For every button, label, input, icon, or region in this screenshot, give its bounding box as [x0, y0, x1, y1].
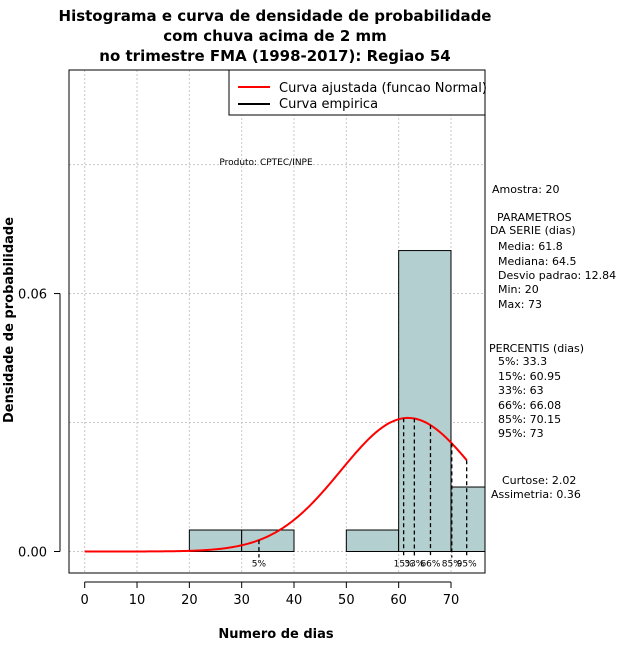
legend-label-fitted: Curva ajustada (funcao Normal) [279, 81, 487, 96]
percentile-label-15: 15% [394, 560, 414, 570]
legend-box [228, 69, 486, 116]
histogram-bar [188, 529, 243, 553]
stat-p66: 66%: 66.08 [498, 399, 562, 412]
x-tick-label: 10 [129, 593, 146, 608]
x-tick-label: 0 [81, 593, 89, 608]
stat-kurtosis: Curtose: 2.02 [502, 474, 577, 487]
stat-skewness: Assimetria: 0.36 [491, 488, 581, 501]
stat-min: Min: 20 [498, 283, 539, 296]
x-tick-label: 50 [338, 593, 355, 608]
stat-p15: 15%: 60.95 [498, 370, 562, 383]
stat-params-title-2: DA SERIE (dias) [490, 224, 576, 237]
x-tick-label: 40 [286, 593, 303, 608]
title-line-2: com chuva acima de 2 mm [163, 27, 387, 45]
chart-title: Histograma e curva de densidade de proba… [59, 7, 492, 65]
x-tick-label: 60 [390, 593, 407, 608]
stat-mean: Media: 61.8 [498, 240, 563, 253]
stat-p5: 5%: 33.3 [498, 355, 548, 368]
y-axis-title: Densidade de probabilidade [2, 217, 17, 423]
stat-max: Max: 73 [498, 298, 542, 311]
percentile-label-95: 95% [457, 560, 477, 570]
y-tick-label: 0.06 [18, 288, 47, 303]
title-line-1: Histograma e curva de densidade de proba… [59, 7, 492, 25]
x-tick-label: 70 [443, 593, 460, 608]
histogram-bar [398, 250, 452, 553]
stat-sample: Amostra: 20 [492, 183, 560, 196]
histogram-bar [450, 486, 486, 553]
stat-p95: 95%: 73 [498, 427, 544, 440]
percentile-lines: 5% 15%33%66% 85%95% [252, 418, 477, 570]
percentile-label-5: 5% [252, 560, 267, 570]
legend-label-empirical: Curva empirica [279, 97, 378, 112]
histogram-bar [241, 529, 295, 553]
x-axis-title: Numero de dias [218, 627, 334, 642]
y-tick-label: 0.00 [18, 546, 47, 561]
stat-median: Mediana: 64.5 [498, 255, 577, 268]
stat-params-title-1: PARAMETROS [497, 211, 572, 224]
product-note: Produto: CPTEC/INPE [219, 158, 313, 168]
title-line-3: no trimestre FMA (1998-2017): Regiao 54 [99, 47, 450, 65]
y-axis: 0.00 0.06 [18, 288, 61, 561]
legend: Curva ajustada (funcao Normal) Curva emp… [228, 69, 487, 116]
stat-p33: 33%: 63 [498, 384, 544, 397]
histogram-bars [188, 250, 486, 553]
percentile-label-66: 66% [420, 560, 440, 570]
stat-sd: Desvio padrao: 12.84 [498, 269, 617, 282]
stat-p85: 85%: 70.15 [498, 413, 562, 426]
x-axis: 0 10 20 30 40 50 60 70 [81, 581, 460, 608]
histogram-bar [345, 529, 400, 553]
percentile-label-33: 33% [404, 560, 424, 570]
percentile-label-85: 85% [442, 560, 462, 570]
x-tick-label: 20 [181, 593, 198, 608]
x-tick-label: 30 [233, 593, 250, 608]
stat-percentiles-title: PERCENTIS (dias) [489, 342, 585, 355]
